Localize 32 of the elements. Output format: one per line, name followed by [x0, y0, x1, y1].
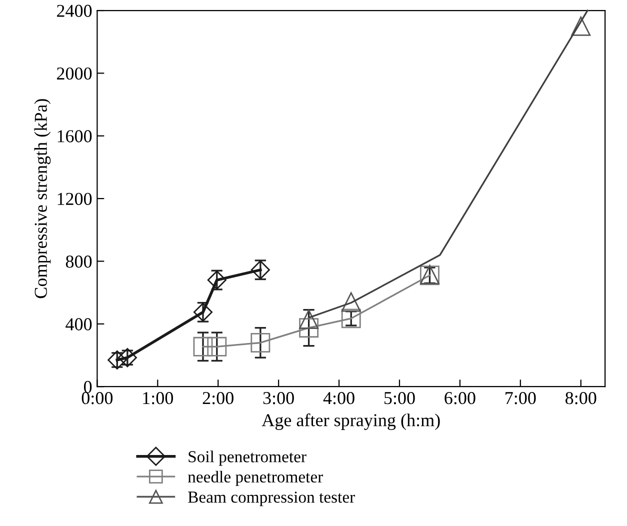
x-tick-label: 5:00 [384, 392, 415, 404]
point [207, 270, 226, 290]
point [341, 292, 361, 312]
x-axis-title: Age after spraying (h:m) [262, 413, 440, 430]
y-tick-label: 0 [84, 380, 92, 394]
legend-label: Beam compression tester [188, 492, 355, 506]
legend-label: needle penetrometer [188, 470, 324, 486]
point [207, 336, 227, 356]
point [250, 260, 270, 280]
y-tick-label: 800 [66, 256, 92, 268]
point [250, 333, 270, 352]
x-tick-label: 7:00 [506, 392, 536, 404]
x-tick-label: 8:00 [566, 392, 596, 404]
x-tick-label: 1:00 [143, 392, 174, 404]
y-tick-label: 2400 [57, 4, 92, 17]
y-axis-title: Compressive strength (kPa) [34, 99, 51, 298]
y-tick-label: 1600 [58, 130, 92, 142]
x-tick-label: 0:00 [82, 392, 113, 404]
point [299, 310, 319, 329]
x-tick-label: 4:00 [323, 392, 354, 404]
point [571, 16, 591, 36]
point [193, 336, 213, 356]
point [193, 302, 213, 322]
legend-label: Soil penetrometer [188, 450, 306, 466]
y-tick-label: 2000 [57, 67, 92, 80]
point [341, 308, 361, 328]
x-tick-label: 3:00 [263, 392, 294, 404]
y-tick-label: 1200 [58, 192, 92, 206]
y-tick-label: 400 [66, 318, 92, 330]
point [299, 318, 319, 338]
x-tick-label: 6:00 [444, 392, 476, 404]
x-tick-label: 2:00 [202, 392, 234, 404]
